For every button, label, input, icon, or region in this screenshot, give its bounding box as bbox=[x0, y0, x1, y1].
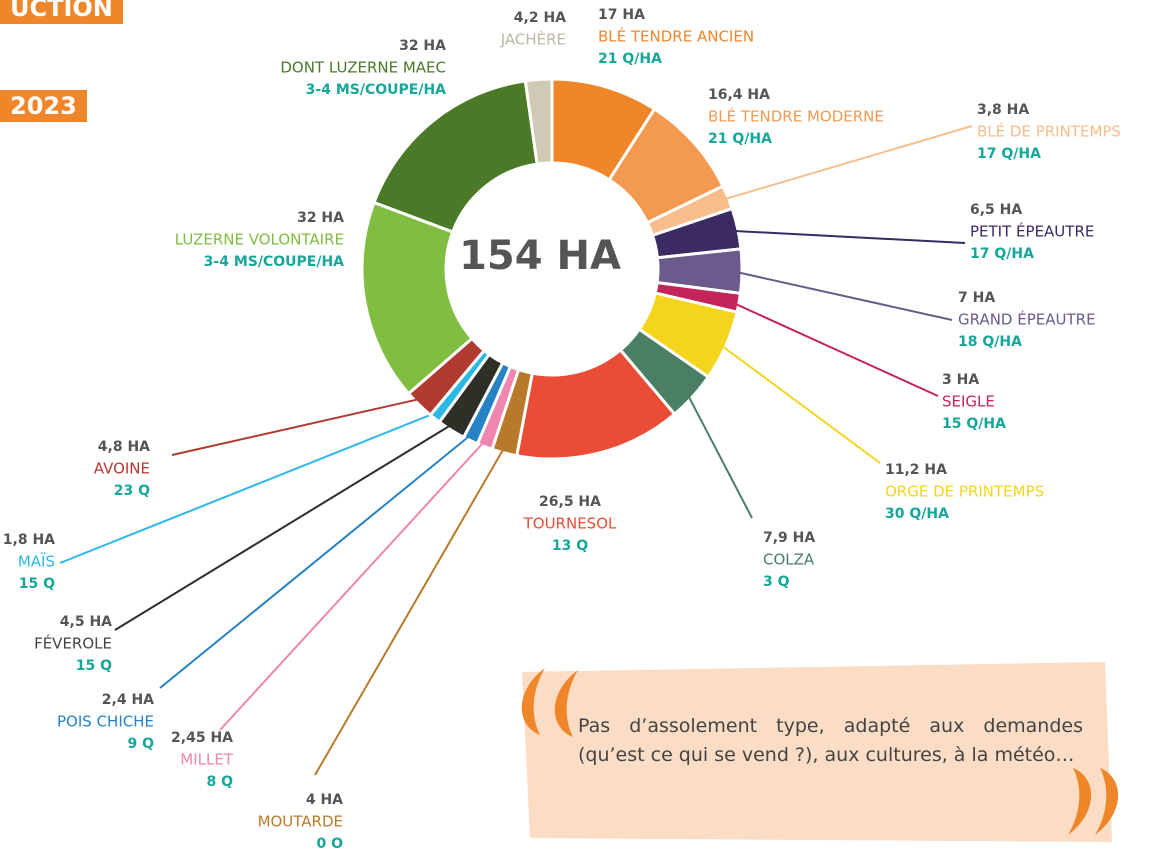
crop-name: POIS CHICHE bbox=[57, 713, 154, 731]
area-label: 2,4 HA bbox=[102, 692, 154, 708]
crop-name: MOUTARDE bbox=[258, 813, 343, 831]
area-label: 11,2 HA bbox=[885, 462, 947, 478]
crop-name: GRAND ÉPEAUTRE bbox=[958, 310, 1096, 329]
area-label: 32 HA bbox=[399, 38, 446, 54]
area-label: 32 HA bbox=[297, 210, 344, 226]
leader-line bbox=[220, 437, 488, 730]
leader-line bbox=[685, 390, 752, 518]
area-label: 3 HA bbox=[942, 372, 979, 388]
leader-line bbox=[315, 443, 507, 775]
area-label: 4,8 HA bbox=[98, 439, 150, 455]
yield-label: 8 Q bbox=[206, 774, 233, 790]
note-text: Pas d’assolement type, adapté aux demand… bbox=[578, 712, 1083, 770]
yield-label: 23 Q bbox=[114, 483, 150, 499]
leader-line bbox=[172, 398, 426, 455]
area-label: 7 HA bbox=[958, 290, 995, 306]
yield-label: 3-4 MS/COUPE/HA bbox=[306, 82, 446, 98]
crop-name: FÉVEROLE bbox=[34, 634, 112, 653]
area-label: 4,2 HA bbox=[514, 10, 566, 26]
yield-label: 3-4 MS/COUPE/HA bbox=[204, 254, 344, 270]
leader-line bbox=[115, 422, 457, 630]
area-label: 16,4 HA bbox=[708, 87, 770, 103]
crop-name: ORGE DE PRINTEMPS bbox=[885, 483, 1044, 501]
crop-name: TOURNESOL bbox=[523, 515, 617, 533]
crop-name: LUZERNE VOLONTAIRE bbox=[175, 231, 344, 249]
crop-name: JACHÈRE bbox=[500, 30, 566, 49]
yield-label: 15 Q bbox=[76, 658, 112, 674]
crop-name: BLÉ TENDRE ANCIEN bbox=[598, 27, 754, 46]
yield-label: 30 Q/HA bbox=[885, 506, 949, 522]
yield-label: 0 O bbox=[316, 836, 343, 852]
yield-label: 18 Q/HA bbox=[958, 334, 1022, 350]
yield-label: 21 Q/HA bbox=[598, 51, 662, 67]
leader-line bbox=[160, 432, 475, 688]
yield-label: 21 Q/HA bbox=[708, 131, 772, 147]
yield-label: 9 Q bbox=[127, 736, 154, 752]
area-label: 4 HA bbox=[306, 792, 343, 808]
leader-line bbox=[728, 231, 965, 243]
area-label: 26,5 HA bbox=[539, 494, 601, 510]
area-label: 4,5 HA bbox=[60, 614, 112, 630]
yield-label: 17 Q/HA bbox=[977, 146, 1041, 162]
area-label: 17 HA bbox=[598, 7, 645, 23]
area-label: 3,8 HA bbox=[977, 102, 1029, 118]
leader-line bbox=[717, 342, 880, 463]
crop-name: BLÉ DE PRINTEMPS bbox=[977, 122, 1121, 141]
leader-line bbox=[732, 271, 952, 320]
crop-name: MAÏS bbox=[18, 552, 55, 571]
area-label: 2,45 HA bbox=[171, 730, 233, 746]
page: {"header": {"section": "UCTION", "year":… bbox=[0, 0, 1167, 852]
yield-label: 13 Q bbox=[552, 538, 588, 554]
area-label: 1,8 HA bbox=[3, 532, 55, 548]
yield-label: 17 Q/HA bbox=[970, 246, 1034, 262]
yield-label: 15 Q/HA bbox=[942, 416, 1006, 432]
crop-name: DONT LUZERNE MAEC bbox=[280, 59, 446, 77]
crop-name: PETIT ÉPEAUTRE bbox=[970, 222, 1094, 241]
yield-label: 15 Q bbox=[19, 576, 55, 592]
center-label: 154 HA bbox=[459, 233, 621, 279]
crop-name: MILLET bbox=[180, 751, 234, 769]
crop-name: AVOINE bbox=[94, 460, 150, 478]
yield-label: 3 Q bbox=[763, 574, 790, 590]
area-label: 7,9 HA bbox=[763, 530, 815, 546]
leader-line bbox=[729, 301, 938, 396]
crop-name: COLZA bbox=[763, 551, 815, 569]
donut-segment bbox=[374, 81, 537, 232]
crop-name: SEIGLE bbox=[942, 393, 995, 411]
crop-name: BLÉ TENDRE MODERNE bbox=[708, 107, 884, 126]
area-label: 6,5 HA bbox=[970, 202, 1022, 218]
